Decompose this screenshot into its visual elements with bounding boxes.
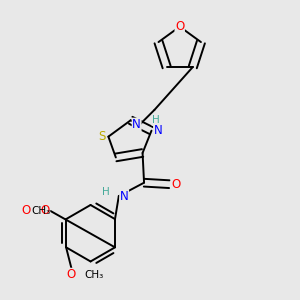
Text: H: H [101,187,109,196]
Text: O: O [67,268,76,281]
Text: H: H [152,115,160,125]
Text: methoxy: methoxy [28,199,89,213]
Text: S: S [98,130,106,143]
Text: N: N [120,190,128,202]
Text: O: O [171,178,181,191]
Text: CH₃: CH₃ [84,270,103,280]
Text: O: O [40,204,50,218]
Text: CH₃: CH₃ [31,206,50,216]
Text: N: N [154,124,162,137]
Text: O: O [21,204,31,218]
Text: N: N [132,118,141,131]
Text: O: O [175,20,184,33]
